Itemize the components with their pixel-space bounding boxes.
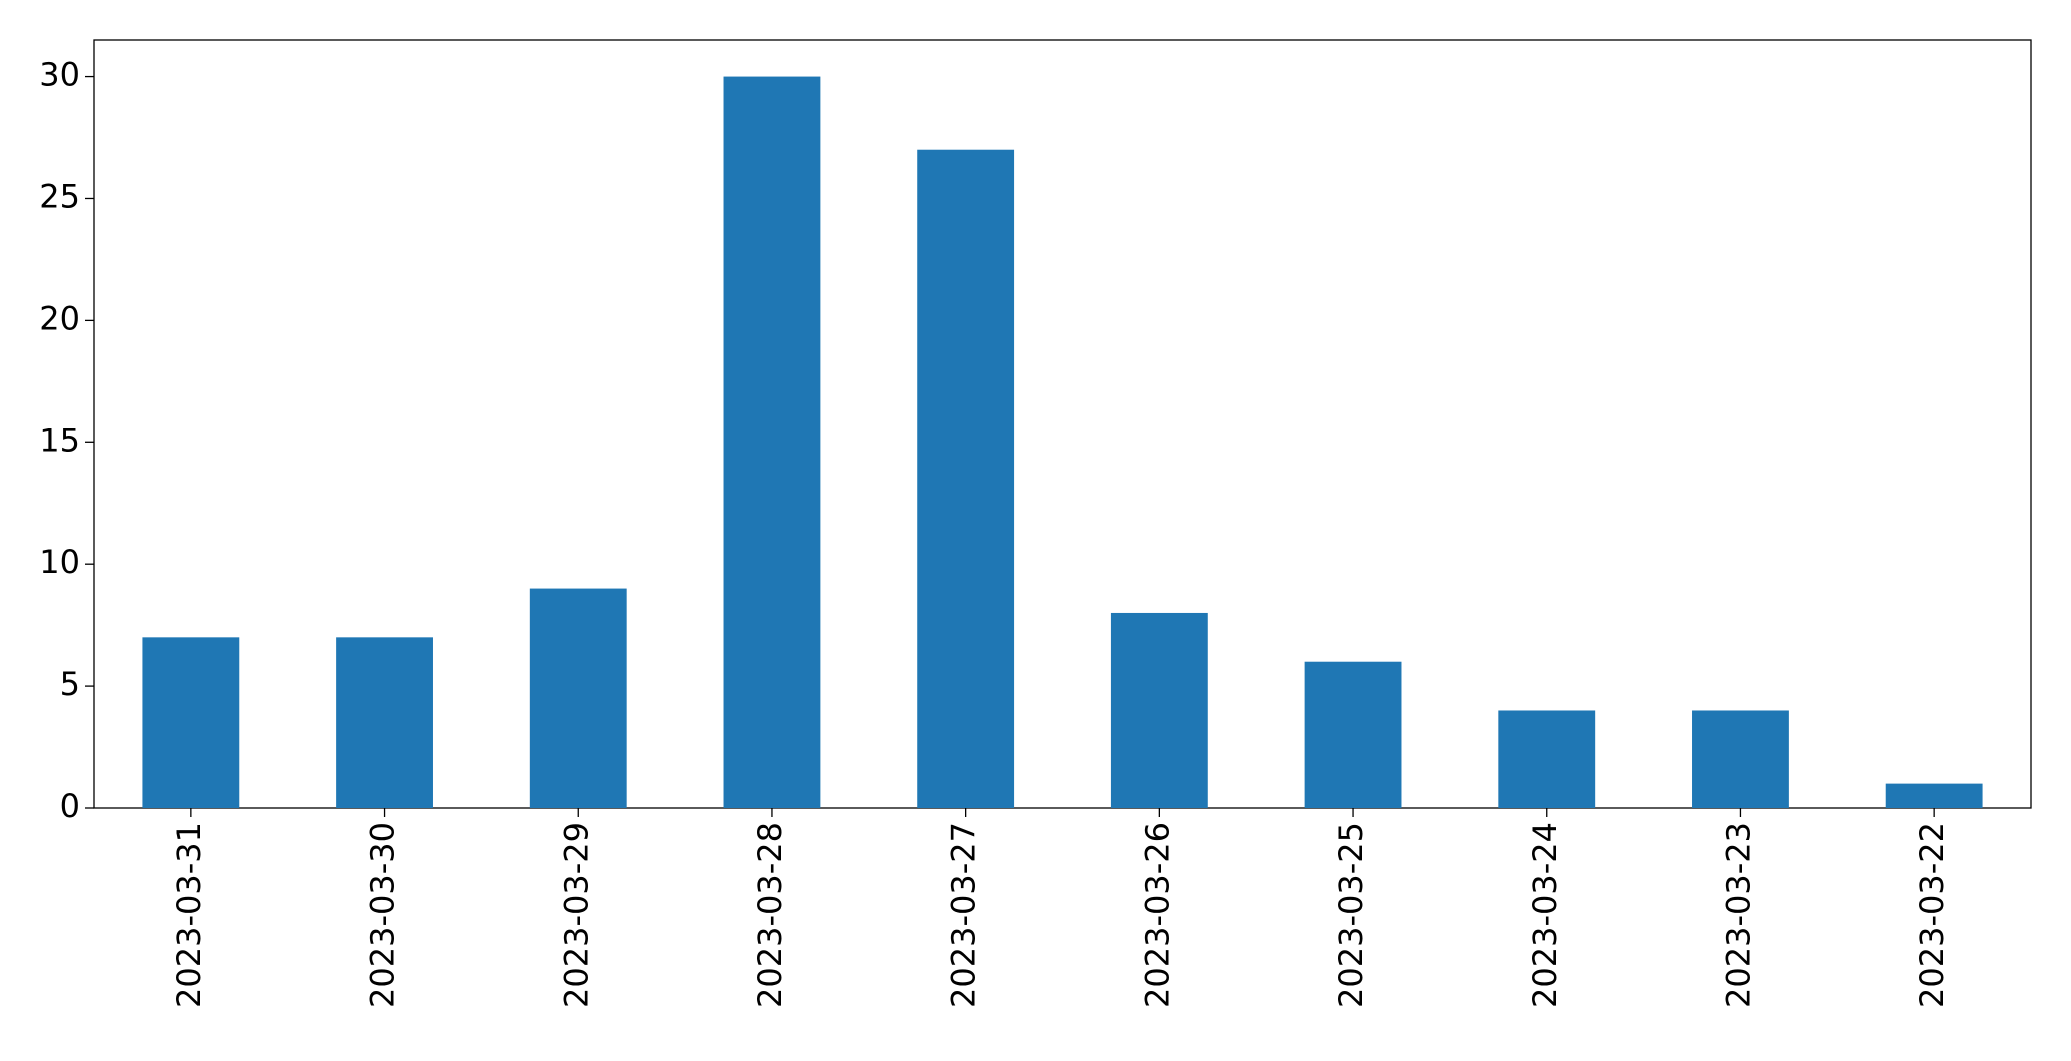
bar xyxy=(723,76,821,809)
y-tick-label: 0 xyxy=(60,787,80,825)
plot-frame xyxy=(93,39,2032,809)
y-tick-label: 20 xyxy=(39,299,80,337)
y-tick-label: 10 xyxy=(39,543,80,581)
y-tick-label: 5 xyxy=(60,665,80,703)
x-tick-label: 2023-03-26 xyxy=(1138,822,1176,1008)
bar xyxy=(1885,783,1983,808)
bar xyxy=(336,637,433,808)
x-tick-label: 2023-03-28 xyxy=(751,822,789,1008)
y-tick-label: 15 xyxy=(39,421,80,459)
x-tick-label: 2023-03-27 xyxy=(945,822,983,1008)
x-tick-label: 2023-03-23 xyxy=(1719,822,1757,1008)
x-tick-label: 2023-03-24 xyxy=(1526,822,1564,1008)
x-tick-label: 2023-03-29 xyxy=(557,822,595,1008)
bar xyxy=(1692,710,1789,808)
x-tick-label: 2023-03-22 xyxy=(1913,822,1951,1008)
x-tick-label: 2023-03-30 xyxy=(364,822,402,1008)
bar xyxy=(142,637,240,808)
x-tick-label: 2023-03-31 xyxy=(170,822,208,1008)
y-tick-label: 30 xyxy=(39,56,80,94)
x-tick-label: 2023-03-25 xyxy=(1332,822,1370,1008)
bar xyxy=(529,588,627,808)
bar xyxy=(1498,710,1596,808)
y-tick-label: 25 xyxy=(39,177,80,215)
bar xyxy=(1304,661,1402,808)
bar xyxy=(917,149,1015,808)
bar xyxy=(1110,612,1208,808)
